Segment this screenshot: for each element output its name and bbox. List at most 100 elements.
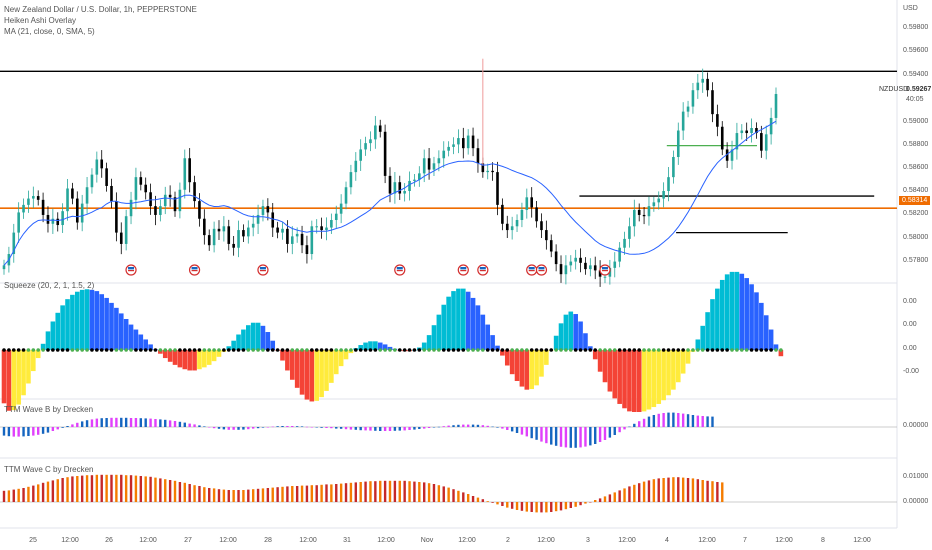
- wave-c-bar: [124, 475, 128, 502]
- price-axis-tick: 0.59400: [903, 71, 929, 78]
- squeeze-bar: [514, 350, 520, 381]
- wave-c-bar: [491, 502, 494, 503]
- candle-body: [330, 219, 333, 228]
- squeeze-dot: [310, 348, 314, 352]
- wave-b-bar: [496, 427, 499, 428]
- wave-b-bar: [66, 426, 69, 427]
- squeeze-bar: [202, 350, 207, 368]
- wave-c-bar: [686, 478, 690, 502]
- squeeze-dot: [564, 348, 568, 352]
- squeeze-bar: [167, 350, 173, 362]
- squeeze-bar: [465, 291, 471, 350]
- time-axis-tick: 12:00: [299, 537, 317, 544]
- candle-body: [154, 206, 157, 215]
- wave-c-bar: [2, 490, 6, 502]
- squeeze-dot: [681, 348, 685, 352]
- wave-b-bar: [442, 426, 445, 427]
- squeeze-dot: [226, 348, 231, 352]
- squeeze-dot: [192, 348, 197, 352]
- squeeze-bar: [539, 350, 544, 377]
- squeeze-dot: [554, 348, 558, 352]
- wave-c-bar: [271, 487, 274, 502]
- squeeze-bar: [763, 315, 769, 350]
- wave-b-bar: [335, 427, 338, 429]
- us-event-flag-icon: [479, 267, 486, 270]
- squeeze-dot: [520, 348, 524, 352]
- squeeze-bar: [285, 350, 290, 371]
- squeeze-dot: [353, 348, 358, 352]
- squeeze-dot: [749, 348, 754, 352]
- candle-body: [286, 228, 289, 244]
- candle-body: [760, 133, 763, 151]
- squeeze-dot: [187, 348, 192, 352]
- wave-c-bar: [579, 502, 582, 506]
- wave-b-bar: [447, 425, 450, 427]
- squeeze-dot: [617, 348, 622, 352]
- wave-b-bar: [574, 427, 577, 448]
- squeeze-bar: [128, 324, 134, 350]
- squeeze-bar: [778, 350, 784, 357]
- squeeze-dot: [26, 348, 31, 352]
- squeeze-dot: [705, 348, 710, 352]
- squeeze-dot: [95, 348, 99, 352]
- wave-c-bar: [227, 490, 230, 502]
- squeeze-bar: [206, 350, 212, 365]
- candle-body: [271, 212, 275, 228]
- candle-body: [764, 134, 768, 151]
- wave-b-bar: [403, 427, 406, 431]
- wave-c-bar: [168, 480, 172, 502]
- squeeze-dot: [383, 348, 387, 352]
- price-axis-tick: 0.59600: [903, 47, 929, 54]
- wave-b-bar: [691, 415, 695, 427]
- squeeze-bar: [475, 305, 481, 350]
- candle-body: [593, 265, 597, 271]
- wave-b-bar: [554, 427, 558, 446]
- wave-c-bar: [662, 478, 665, 502]
- candle-body: [144, 184, 147, 193]
- wave-b-bar: [120, 417, 123, 427]
- squeeze-dot: [2, 348, 6, 352]
- time-axis-tick: Nov: [420, 537, 434, 544]
- wave-b-bar: [681, 413, 685, 427]
- candle-body: [27, 198, 30, 205]
- wave-c-bar: [144, 476, 147, 502]
- candle-body: [769, 117, 773, 135]
- wave-b-bar: [510, 427, 514, 432]
- wave-c-bar: [691, 478, 695, 502]
- squeeze-bar: [280, 350, 285, 361]
- squeeze-dot: [270, 348, 275, 352]
- candle-body: [418, 173, 421, 180]
- squeeze-dot: [500, 348, 505, 352]
- wave-b-bar: [266, 427, 270, 428]
- candle-body: [237, 230, 240, 248]
- candle-body: [276, 227, 279, 233]
- wave-c-bar: [295, 486, 299, 502]
- wave-b-bar: [178, 421, 182, 427]
- candle-body: [574, 257, 577, 262]
- wave-c-axis-tick: 0.00000: [903, 498, 929, 505]
- wave-c-bar: [613, 492, 616, 502]
- squeeze-dot: [139, 348, 143, 352]
- time-axis-tick: 7: [743, 537, 747, 544]
- wave-b-bar: [168, 420, 172, 427]
- wave-c-bar: [457, 490, 460, 502]
- candle-body: [339, 203, 343, 214]
- squeeze-dot: [261, 348, 265, 352]
- candle-body: [672, 156, 675, 178]
- candle-body: [413, 179, 416, 181]
- squeeze-dot: [417, 348, 422, 352]
- candle-body: [535, 207, 538, 222]
- squeeze-bar: [343, 350, 349, 360]
- wave-b-bar: [271, 426, 274, 428]
- wave-b-bar: [261, 427, 265, 428]
- wave-c-bar: [374, 481, 377, 502]
- squeeze-bar: [373, 341, 378, 350]
- squeeze-bar: [529, 350, 534, 390]
- squeeze-dot: [266, 348, 270, 352]
- squeeze-dot: [251, 348, 255, 352]
- candle-body: [623, 238, 626, 248]
- squeeze-dot: [36, 348, 41, 352]
- wave-c-bar: [711, 481, 714, 502]
